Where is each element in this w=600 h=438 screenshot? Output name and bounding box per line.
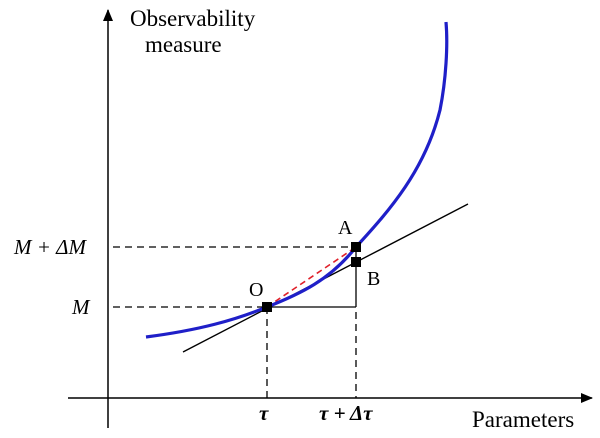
y-axis-title-line2: measure — [145, 32, 222, 57]
point-a-marker — [351, 242, 361, 252]
x-tick-tau-label: τ — [259, 401, 269, 425]
secant-line — [266, 246, 357, 308]
x-tick-tau-delta-label: τ + Δτ — [319, 401, 373, 425]
point-b-marker — [351, 257, 361, 267]
point-b-label: B — [367, 268, 380, 290]
point-o-marker — [262, 302, 272, 312]
y-tick-upper-label: M + ΔM — [13, 235, 87, 259]
y-tick-lower-label: M — [71, 295, 91, 319]
observability-curve — [145, 21, 449, 339]
point-o-label: O — [249, 279, 263, 301]
y-axis-title-line1: Observability — [130, 6, 256, 31]
x-axis-title: Parameters — [472, 407, 574, 432]
point-a-label: A — [338, 217, 353, 239]
